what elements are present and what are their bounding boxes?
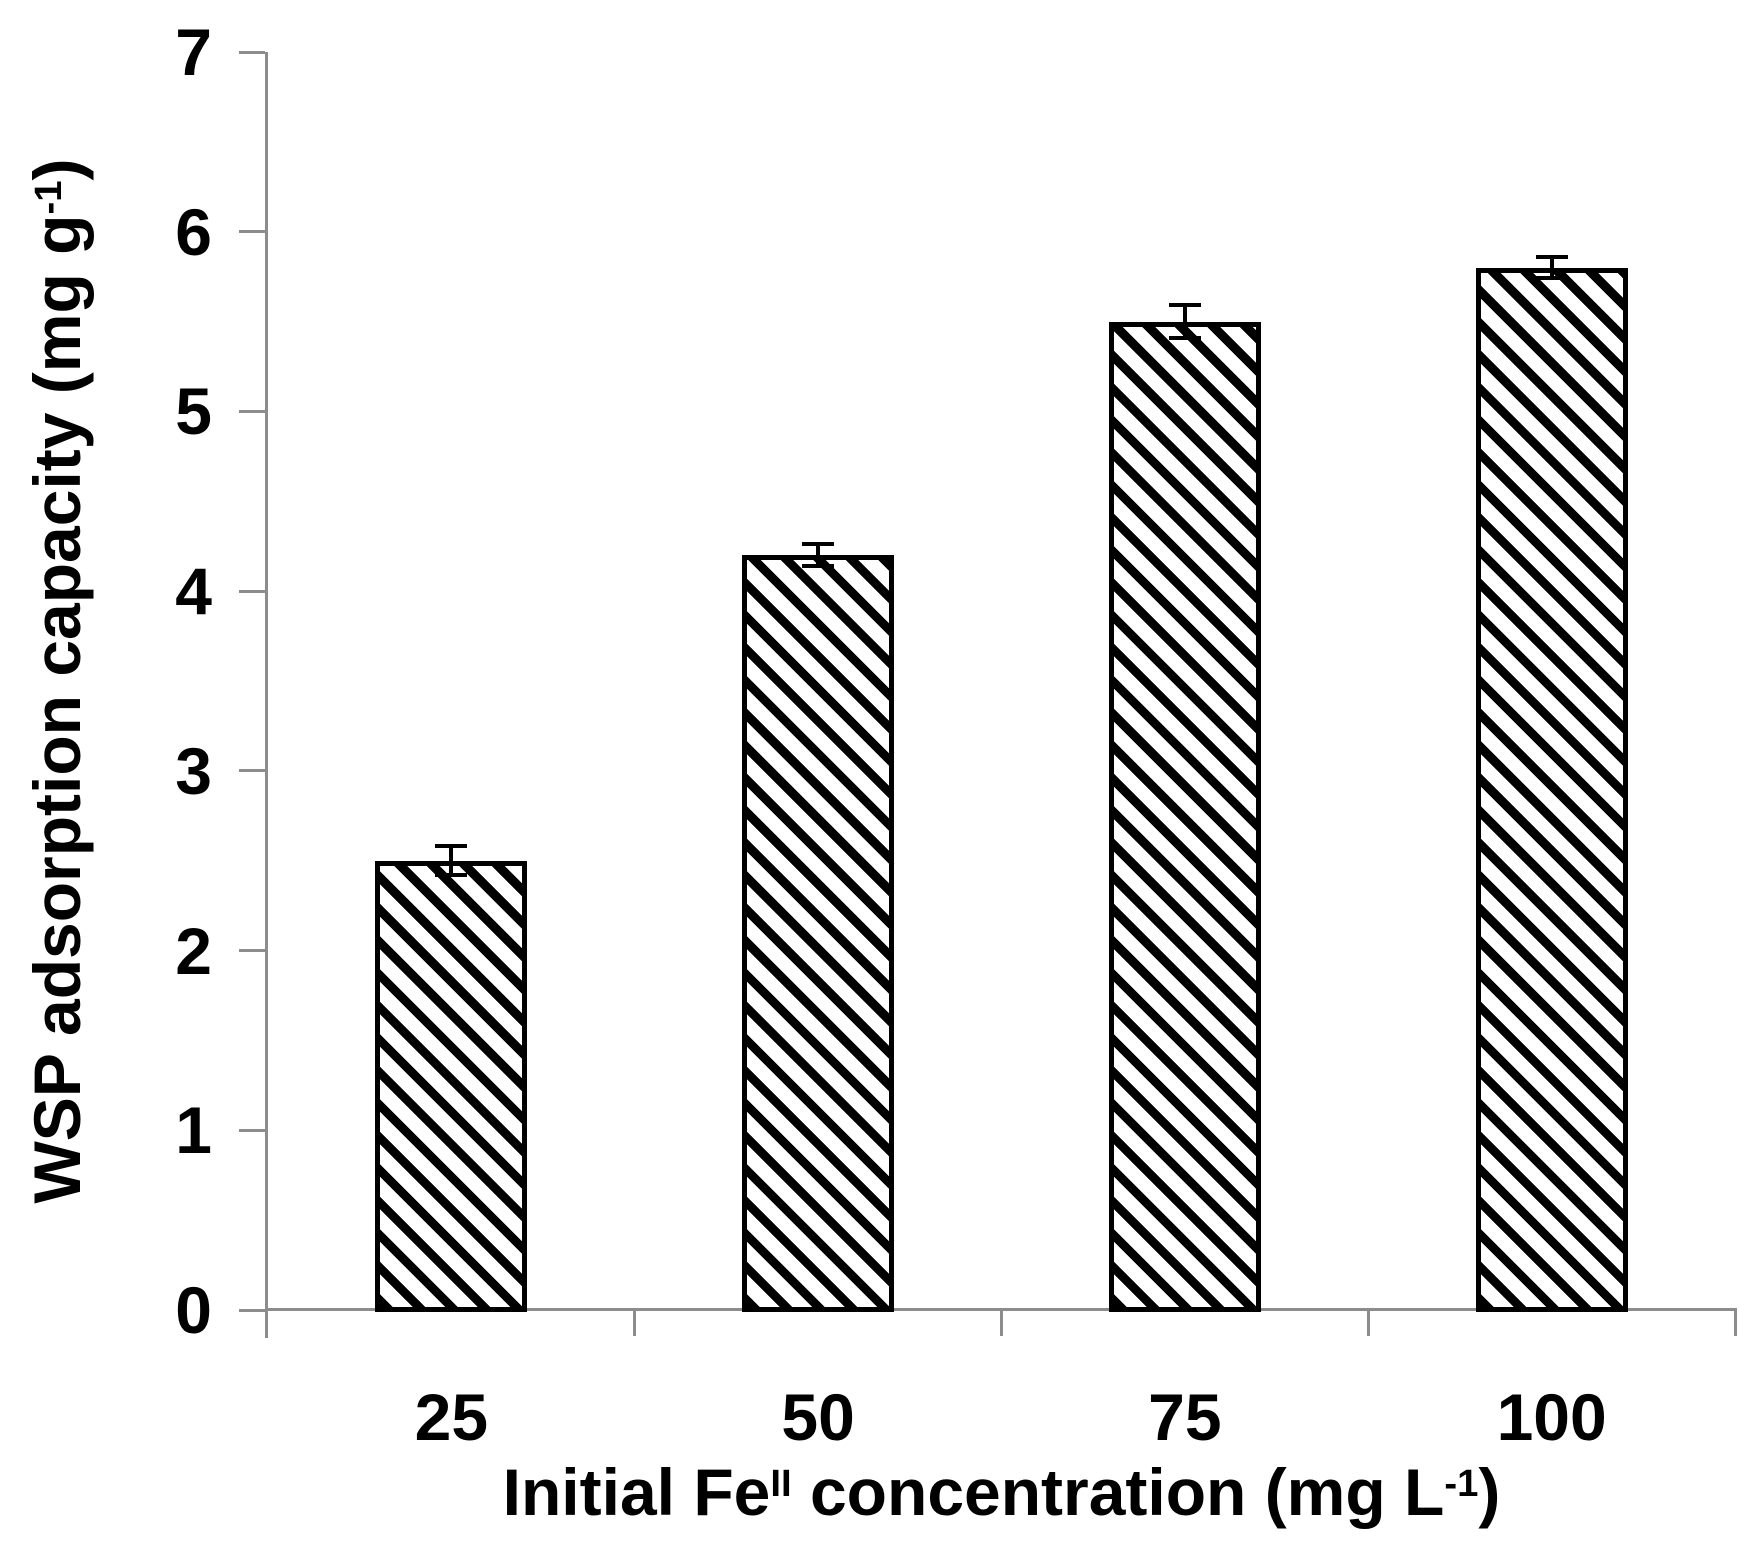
y-tick-5 [239, 409, 265, 413]
category-boundary-tick-2 [1000, 1308, 1003, 1336]
x-axis-title-mid: concentration (mg L [791, 1455, 1445, 1529]
x-tick-label-50: 50 [781, 1380, 855, 1454]
y-axis-title-text: WSP adsorption capacity (mg g [20, 214, 94, 1204]
x-tick-label-75: 75 [1148, 1380, 1222, 1454]
y-tick-4 [239, 589, 265, 593]
error-bar-50-whisker [816, 544, 821, 566]
x-axis-title: Initial FeII concentration (mg L-1) [268, 1452, 1735, 1532]
y-tick-label-3: 3 [175, 733, 212, 808]
y-axis-line [265, 52, 268, 1338]
y-tick-0 [239, 1308, 265, 1312]
x-axis-title-text: Initial Fe [502, 1455, 771, 1529]
category-boundary-tick-1 [633, 1308, 637, 1336]
y-tick-label-7: 7 [175, 15, 212, 89]
y-tick-3 [239, 769, 265, 773]
bar-50 [742, 555, 895, 1312]
x-axis-title-superscript-minus1: -1 [1444, 1461, 1479, 1505]
error-bar-75-cap-top [1168, 303, 1201, 308]
error-bar-100-cap-bottom [1535, 276, 1568, 281]
error-bar-50-cap-bottom [802, 563, 835, 568]
error-bar-100-whisker [1549, 256, 1554, 279]
error-bar-25-cap-bottom [435, 873, 468, 878]
y-tick-label-6: 6 [175, 194, 212, 269]
y-tick-1 [239, 1128, 265, 1132]
y-axis-title-superscript: -1 [26, 180, 70, 215]
y-tick-label-0: 0 [175, 1273, 212, 1347]
y-tick-6 [239, 230, 265, 234]
error-bar-100-cap-top [1535, 254, 1568, 259]
x-axis-title-close: ) [1478, 1455, 1501, 1529]
y-axis-title-close: ) [20, 158, 94, 181]
x-tick-label-25: 25 [414, 1380, 489, 1454]
error-bar-50-cap-top [802, 542, 835, 547]
bar-100 [1475, 267, 1628, 1312]
x-tick-label-100: 100 [1496, 1380, 1607, 1454]
category-boundary-tick-3 [1366, 1308, 1370, 1336]
x-axis-title-superscript-ii: II [770, 1461, 792, 1505]
y-tick-label-2: 2 [175, 913, 212, 988]
bar-75 [1108, 321, 1261, 1312]
error-bar-75-cap-bottom [1168, 335, 1201, 340]
error-bar-75-whisker [1182, 305, 1187, 338]
error-bar-25-cap-top [435, 844, 468, 849]
y-tick-label-1: 1 [175, 1093, 212, 1168]
y-tick-7 [239, 50, 265, 54]
y-axis-title: WSP adsorption capacity (mg g-1) [17, 0, 97, 1381]
category-boundary-tick-4 [1733, 1308, 1737, 1336]
y-tick-label-4: 4 [175, 554, 212, 629]
y-tick-2 [239, 949, 265, 953]
y-tick-label-5: 5 [175, 374, 212, 449]
error-bar-25-whisker [449, 846, 454, 876]
bar-25 [375, 860, 528, 1312]
